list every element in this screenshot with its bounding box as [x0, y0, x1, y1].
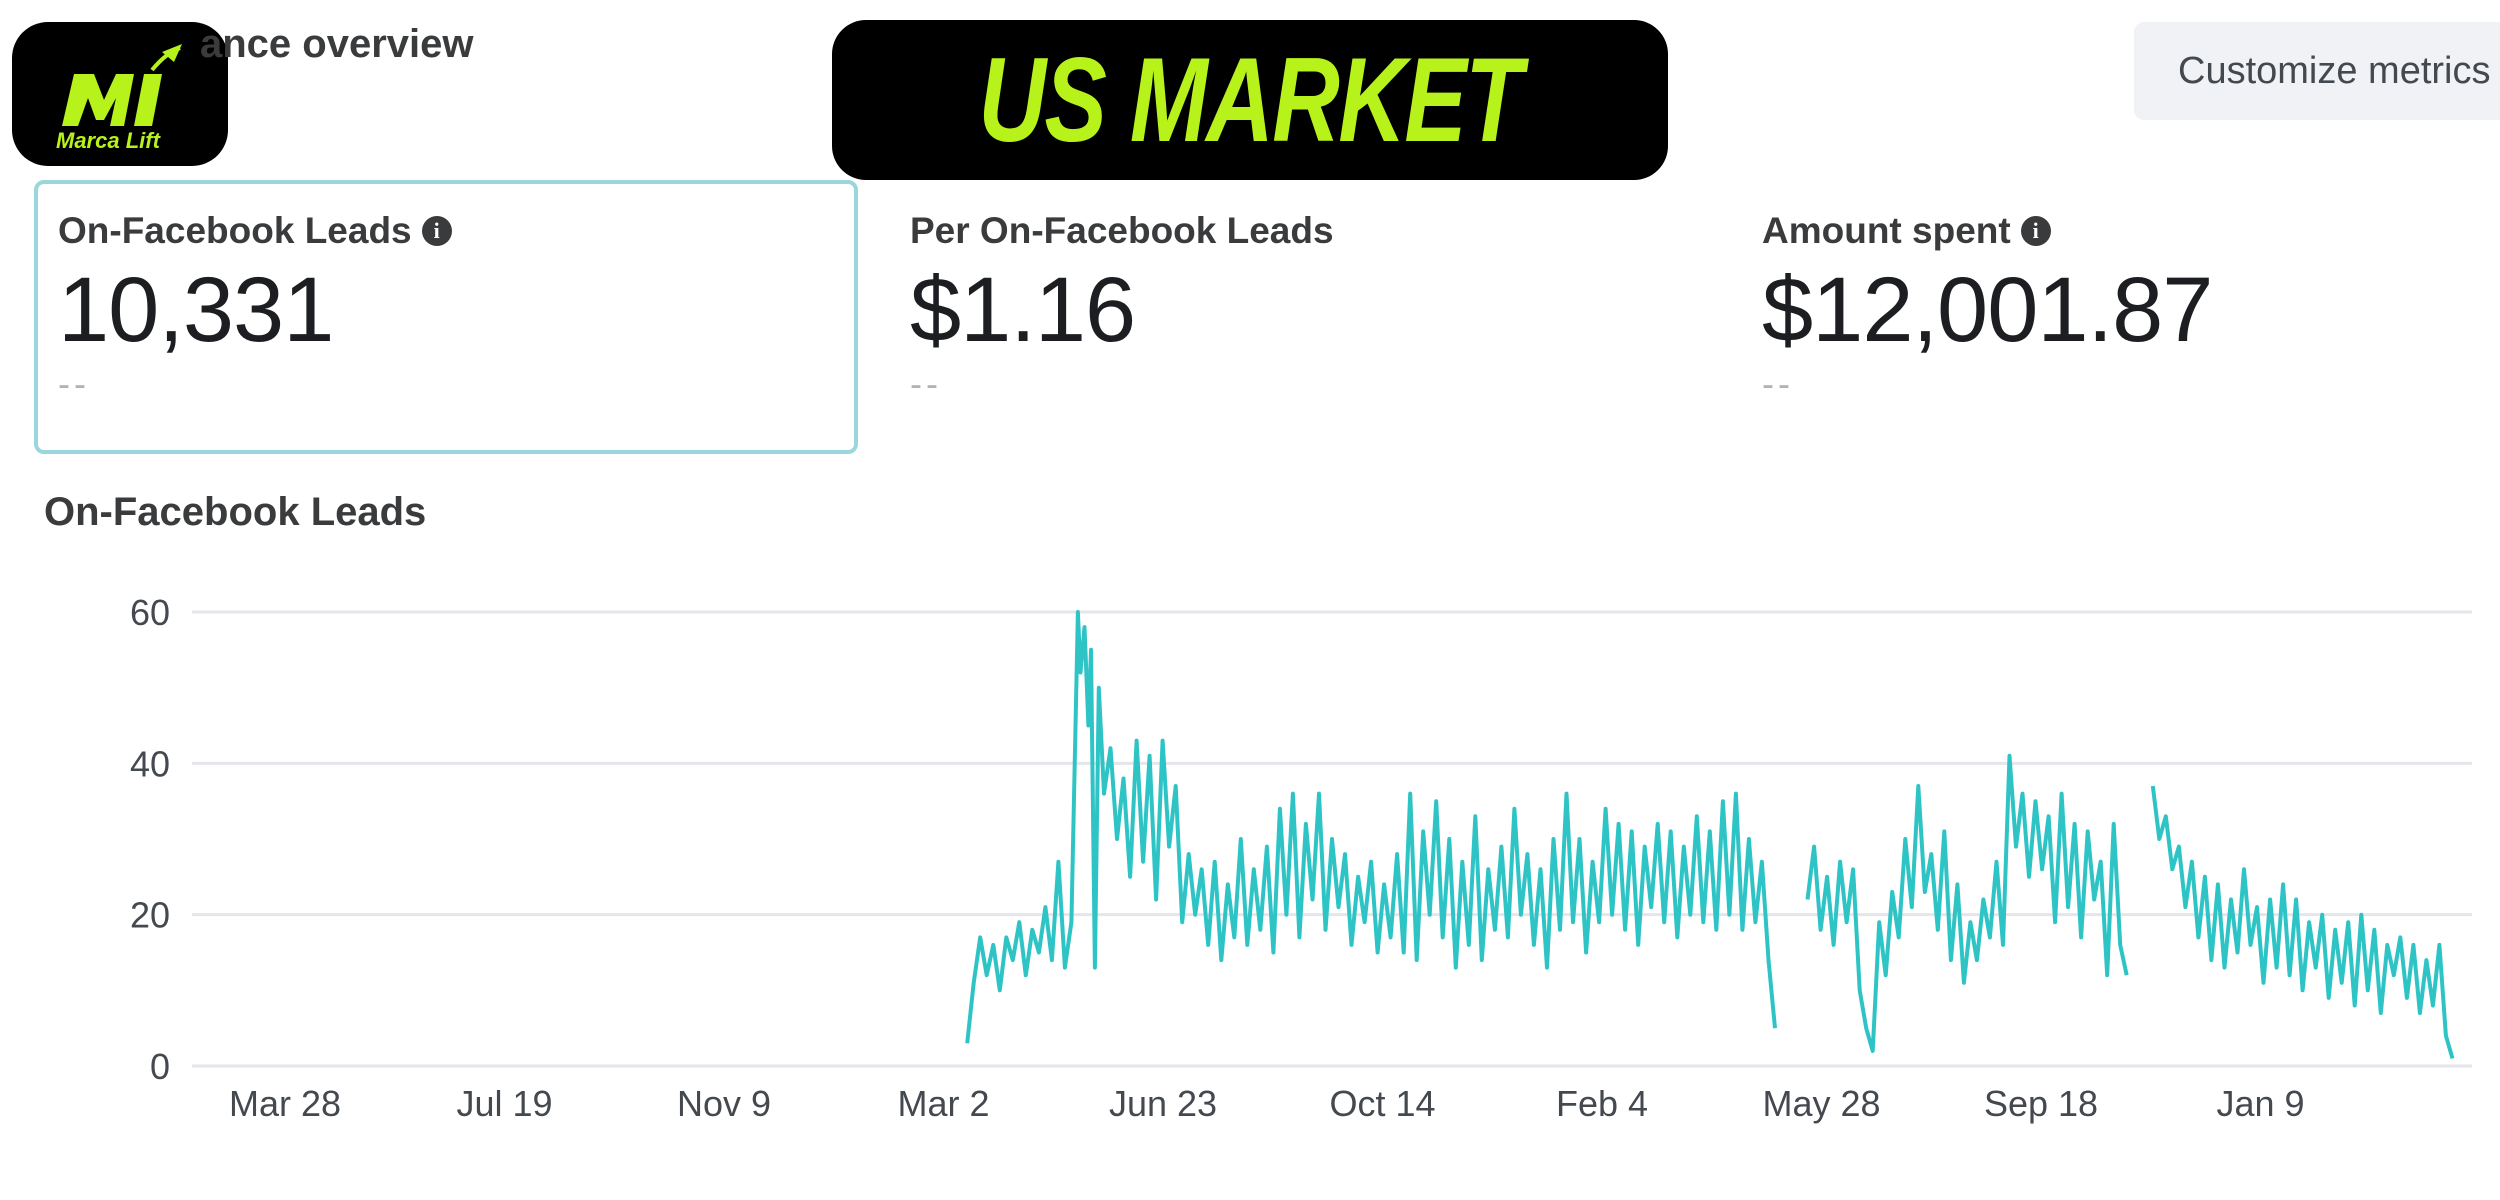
- x-tick-label: May 28: [1762, 1083, 1880, 1124]
- series-line: [965, 610, 2455, 1059]
- metric-comparison: --: [1762, 363, 1794, 404]
- metric-comparison: --: [58, 363, 90, 404]
- y-tick-label: 60: [130, 592, 170, 633]
- metric-card-leads[interactable]: On-Facebook Leads i 10,331 --: [58, 210, 452, 405]
- x-tick-label: Nov 9: [677, 1083, 771, 1124]
- x-tick-label: Mar 2: [897, 1083, 989, 1124]
- metric-card-selected-outline[interactable]: [34, 180, 858, 454]
- metric-value: $12,001.87: [1762, 259, 2213, 361]
- info-icon[interactable]: i: [2020, 216, 2051, 246]
- x-tick-label: Sep 18: [1984, 1083, 2098, 1124]
- leads-line-chart[interactable]: 0 20 40 60 Mar 28 Jul 19 Nov 9 Mar 2 Jun 23 Oct 1…: [0, 560, 2500, 1160]
- metric-value: 10,331: [58, 259, 334, 361]
- metric-label: Amount spent: [1762, 210, 2011, 251]
- x-tick-label: Jul 19: [456, 1083, 552, 1124]
- logo-text: Marca Lift: [56, 128, 160, 153]
- info-icon[interactable]: i: [421, 216, 452, 246]
- x-tick-label: Oct 14: [1329, 1083, 1435, 1124]
- market-banner: US MARKET: [832, 20, 1668, 180]
- y-tick-label: 0: [150, 1046, 170, 1087]
- metric-card-amount-spent[interactable]: Amount spent i $12,001.87 --: [1762, 210, 2213, 405]
- logo-mark-icon: [62, 44, 182, 126]
- metric-comparison: --: [910, 363, 942, 404]
- section-title: ance overview: [200, 22, 474, 66]
- banner-title: US MARKET: [978, 33, 1523, 167]
- x-tick-label: Jan 9: [2216, 1083, 2304, 1124]
- metric-label: Per On-Facebook Leads: [910, 210, 1334, 251]
- metric-label: On-Facebook Leads: [58, 210, 412, 251]
- marcalift-logo: Marca Lift: [12, 22, 228, 166]
- y-tick-label: 20: [130, 895, 170, 936]
- metric-value: $1.16: [910, 259, 1136, 361]
- x-tick-label: Jun 23: [1109, 1083, 1217, 1124]
- x-tick-label: Feb 4: [1556, 1083, 1648, 1124]
- chart-title: On-Facebook Leads: [44, 490, 427, 534]
- metric-card-cost-per-lead[interactable]: Per On-Facebook Leads $1.16 --: [910, 210, 1334, 405]
- customize-metrics-button[interactable]: Customize metrics: [2134, 22, 2500, 120]
- x-tick-label: Mar 28: [229, 1083, 341, 1124]
- y-tick-label: 40: [130, 743, 170, 784]
